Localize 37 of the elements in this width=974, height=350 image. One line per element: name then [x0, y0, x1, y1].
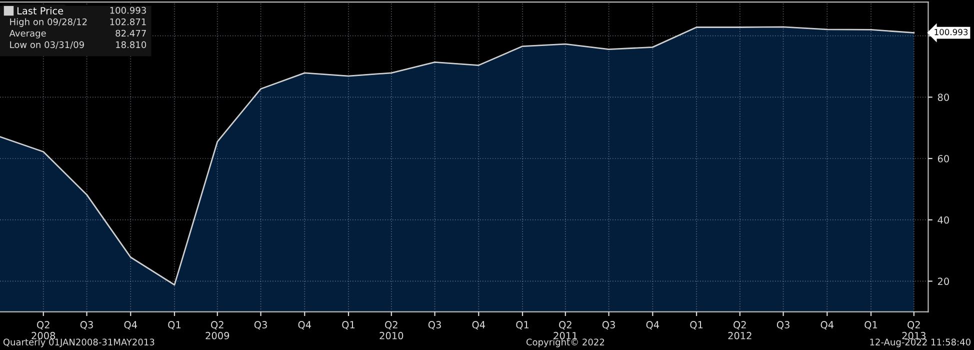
x-tick-label: Q3: [776, 321, 790, 330]
x-tick-label: Q3: [602, 321, 615, 330]
y-tick-label: 40: [938, 216, 949, 224]
x-tick-label: Q2 2012: [728, 321, 752, 340]
y-tick-label: 80: [938, 94, 949, 102]
x-tick-label: Q1: [342, 321, 355, 330]
legend-label: Last Price: [17, 6, 64, 14]
annotation: 100.993: [934, 28, 968, 36]
text: 12-Aug-2022 11:58:40: [870, 338, 970, 348]
x-tick-label: Q2 2013: [902, 321, 926, 340]
x-tick-label: Q4: [820, 321, 834, 330]
x-tick-label: Q3: [428, 321, 441, 330]
y-tick-label: 60: [938, 154, 949, 162]
annotation: 102.871: [110, 18, 146, 26]
annotation: High on 09/28/12: [10, 18, 87, 27]
x-tick-label: Q2 2011: [554, 321, 577, 340]
x-tick-label: Q2 2010: [380, 321, 404, 340]
x-tick-label: Q1: [690, 321, 703, 330]
x-tick-label: Q4: [298, 321, 312, 330]
x-tick-label: Q1: [168, 321, 181, 330]
text: Copyright© 2022: [526, 338, 604, 348]
x-tick-label: Q1: [864, 321, 878, 330]
annotation: 100.993: [110, 6, 146, 14]
x-tick-label: Q2 2009: [206, 321, 230, 340]
annotation: Average: [9, 30, 46, 38]
x-tick-label: Q4: [646, 321, 660, 330]
annotation: Low on 03/31/09: [10, 41, 84, 49]
x-tick-label: Q3: [80, 321, 93, 330]
x-tick-label: Q1: [516, 321, 529, 330]
y-tick-label: 20: [938, 278, 949, 286]
text: Quarterly 01JAN2008-31MAY2013: [3, 338, 154, 348]
x-tick-label: Q3: [254, 321, 267, 330]
x-tick-label: Q2 2008: [32, 321, 56, 340]
x-tick-label: Q4: [472, 321, 486, 330]
annotation: 82.477: [116, 30, 146, 37]
x-tick-label: Q4: [124, 321, 137, 330]
annotation: 18.810: [116, 41, 146, 48]
